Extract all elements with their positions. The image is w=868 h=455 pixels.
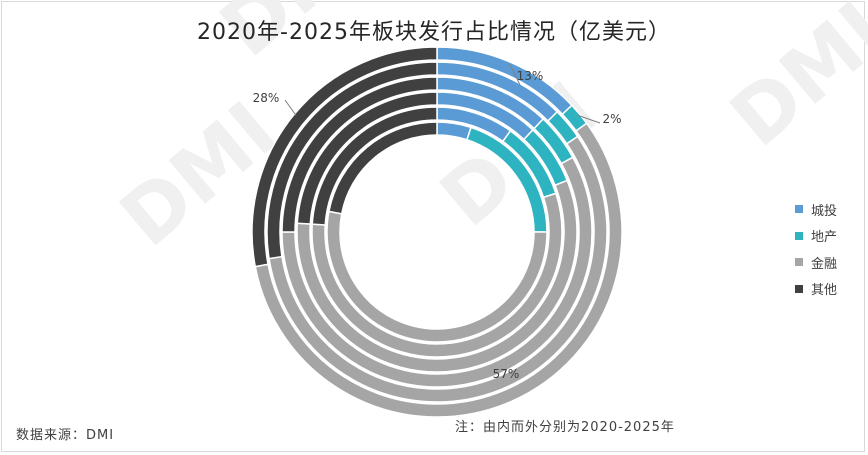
legend: 城投 地产 金融 其他 bbox=[795, 196, 837, 302]
leader-line bbox=[577, 114, 601, 124]
ring-2021-segment-3 bbox=[311, 106, 438, 226]
ring-order-note: 注：由内而外分别为2020-2025年 bbox=[455, 420, 675, 435]
legend-swatch bbox=[795, 205, 803, 214]
data-label-1: 2% bbox=[602, 112, 621, 126]
legend-item-chengtou: 城投 bbox=[795, 196, 837, 223]
leader-line bbox=[284, 99, 297, 116]
legend-item-dichan: 地产 bbox=[795, 223, 837, 250]
legend-label: 其他 bbox=[811, 283, 838, 299]
leader-line bbox=[509, 63, 521, 86]
data-labels: 13% 2% 57% 28% bbox=[253, 69, 622, 381]
legend-swatch bbox=[795, 284, 803, 293]
legend-swatch bbox=[795, 258, 803, 267]
donut-rings bbox=[251, 46, 623, 418]
ring-2020-segment-0 bbox=[436, 121, 472, 141]
legend-item-qita: 其他 bbox=[795, 276, 837, 303]
data-label-0: 13% bbox=[517, 69, 544, 83]
ring-2023-segment-3 bbox=[281, 76, 438, 233]
legend-item-jinrong: 金融 bbox=[795, 249, 837, 276]
legend-swatch bbox=[795, 231, 803, 240]
legend-label: 金融 bbox=[811, 256, 838, 272]
label-leaders bbox=[284, 63, 601, 124]
data-label-3: 28% bbox=[253, 91, 280, 105]
ring-2024-segment-3 bbox=[266, 61, 438, 260]
legend-label: 地产 bbox=[811, 230, 838, 246]
ring-2020-segment-3 bbox=[328, 121, 438, 215]
ring-2022-segment-3 bbox=[296, 91, 438, 225]
ring-2025-segment-3 bbox=[251, 46, 438, 268]
chart-title: 2020年-2025年板块发行占比情况（亿美元） bbox=[197, 20, 671, 45]
data-label-2: 57% bbox=[493, 367, 520, 381]
legend-label: 城投 bbox=[811, 203, 838, 219]
source-note: 数据来源：DMI bbox=[16, 428, 115, 443]
